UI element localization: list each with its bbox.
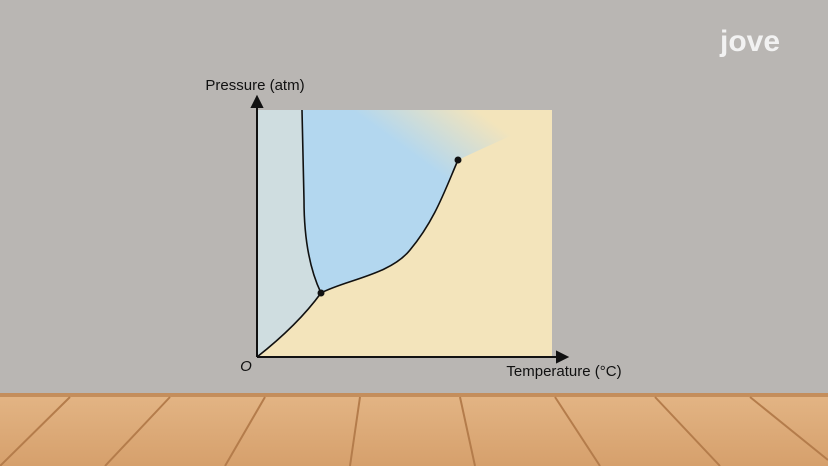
sublimation-curve — [256, 292, 322, 358]
triple-point — [317, 289, 325, 297]
logo: jove — [719, 25, 780, 58]
y-axis-arrow — [250, 94, 264, 108]
critical-point — [454, 156, 462, 164]
y-axis-label: Pressure (atm) — [205, 77, 304, 94]
floor — [0, 393, 828, 466]
x-axis-label: Temperature (°C) — [506, 363, 621, 380]
phase-diagram: Pressure (atm) Temperature (°C) O — [205, 77, 621, 380]
fusion-curve — [301, 109, 322, 294]
x-axis-arrow — [556, 350, 570, 364]
solid-region — [258, 110, 321, 357]
origin-label: O — [240, 358, 252, 375]
vaporization-curve — [320, 159, 459, 294]
liquid-region — [302, 110, 552, 293]
